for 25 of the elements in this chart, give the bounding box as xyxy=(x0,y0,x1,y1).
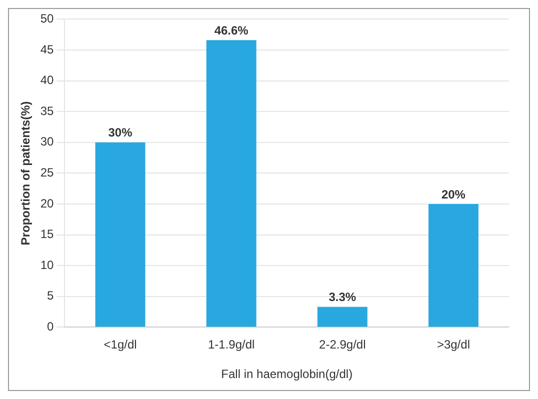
y-tick-label: 50 xyxy=(40,12,54,26)
data-label: 3.3% xyxy=(328,290,356,304)
bar xyxy=(428,204,478,327)
y-tick-label: 45 xyxy=(40,42,54,56)
x-tick-label: 2-2.9g/dl xyxy=(319,338,366,352)
x-tick-label: 1-1.9g/dl xyxy=(208,338,255,352)
y-tick-label: 40 xyxy=(40,73,54,88)
data-label: 46.6% xyxy=(214,23,249,38)
x-tick-label: <1g/dl xyxy=(104,338,137,352)
y-tick-label: 15 xyxy=(40,227,54,242)
bar xyxy=(206,40,256,327)
data-label: 20% xyxy=(441,187,466,202)
x-axis-title: Fall in haemoglobin(g/dl) xyxy=(221,367,353,382)
bar xyxy=(317,306,368,327)
y-tick-label: 20 xyxy=(40,196,54,210)
y-tick-label: 25 xyxy=(40,166,54,180)
y-tick-label: 10 xyxy=(40,258,54,272)
bar xyxy=(95,142,146,327)
y-tick-label: 5 xyxy=(47,288,54,303)
y-tick-label: 35 xyxy=(40,104,54,118)
y-tick-label: 30 xyxy=(40,134,54,149)
data-label: 30% xyxy=(108,126,133,140)
y-tick-label: 0 xyxy=(47,320,54,334)
x-tick-label: >3g/dl xyxy=(436,338,470,352)
y-axis-title: Proportion of patients(%) xyxy=(18,101,33,246)
